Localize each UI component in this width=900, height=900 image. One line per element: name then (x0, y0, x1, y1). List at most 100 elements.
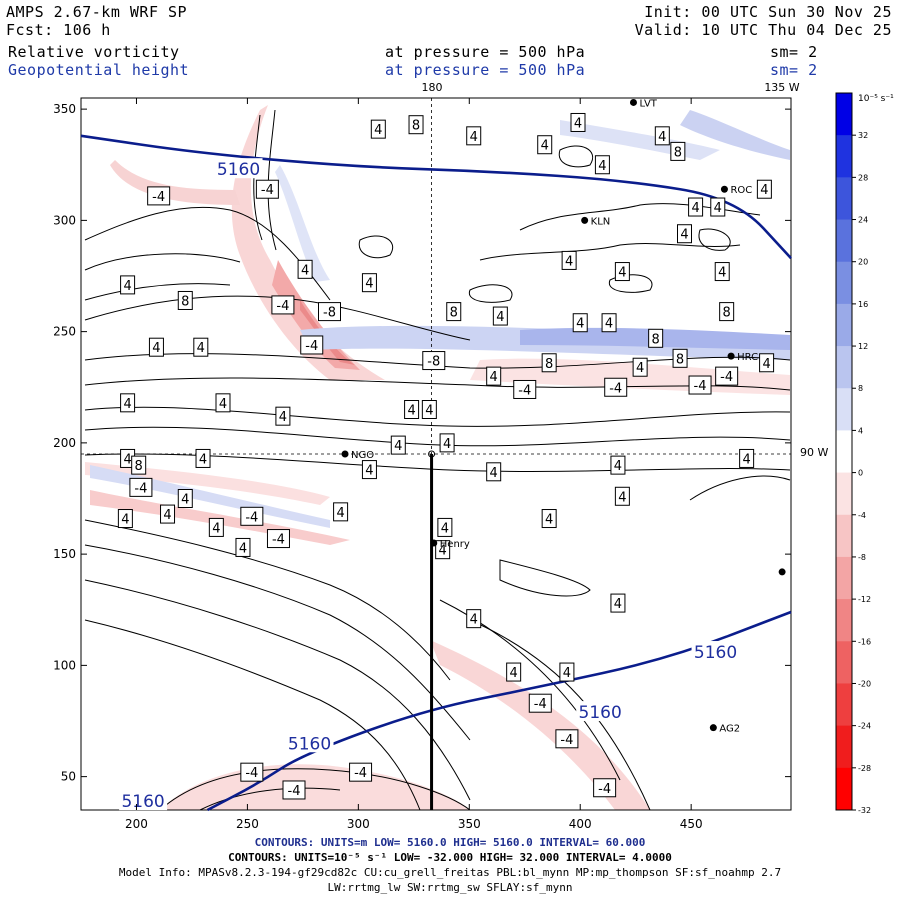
colorbar-swatch (836, 430, 852, 474)
vorticity-label: 4 (739, 448, 755, 468)
vorticity-label: 8 (672, 348, 688, 368)
vorticity-label-box (318, 302, 341, 322)
vorticity-label-box (333, 502, 349, 522)
vorticity-label-box (506, 662, 522, 682)
vorticity-label-box (349, 762, 373, 782)
vorticity-label-text: 4 (563, 666, 571, 681)
vorticity-label: 4 (195, 448, 211, 468)
vorticity-label-text: 4 (742, 452, 750, 467)
model-title: AMPS 2.67-km WRF SP (6, 3, 188, 21)
vorticity-label-text: -4 (534, 697, 547, 712)
height-label-bg (576, 701, 625, 722)
height-contour-line (80, 134, 792, 260)
vorticity-label-text: 4 (691, 201, 699, 216)
vorticity-label-text: -4 (609, 381, 622, 396)
vorticity-label: 4 (570, 112, 586, 132)
x-tick-label: 450 (680, 817, 703, 831)
vorticity-label: 4 (370, 119, 386, 139)
vorticity-label: 4 (390, 435, 406, 455)
vorticity-label: -4 (240, 506, 264, 526)
vorticity-label: -4 (300, 335, 324, 355)
vorticity-label: 4 (120, 275, 136, 295)
station-label: Henry (440, 539, 470, 550)
vorticity-label-box (486, 462, 502, 482)
vorticity-label: 8 (446, 302, 462, 322)
vorticity-label-box (215, 393, 231, 413)
field1-name: Relative vorticity (8, 43, 180, 61)
y-tick-label: 50 (61, 770, 76, 784)
vorticity-label-box (148, 337, 164, 357)
vorticity-label-box (120, 275, 136, 295)
colorbar-tick-label: 16 (858, 300, 868, 309)
vorticity-label-box (528, 693, 552, 713)
vorticity-label-text: 4 (490, 466, 498, 481)
station-marker (778, 568, 786, 576)
vorticity-label-text: 4 (439, 544, 447, 559)
vorticity-label: 4 (759, 353, 775, 373)
vorticity-label-box (129, 477, 153, 497)
vorticity-label-box (572, 313, 588, 333)
vorticity-label-text: 4 (760, 183, 768, 198)
cross-section-endpoint (428, 450, 436, 458)
vorticity-label-text: 4 (541, 139, 549, 154)
vorticity-label: 4 (610, 593, 626, 613)
vorticity-label: 4 (601, 313, 617, 333)
colorbar-tick-label: 0 (858, 469, 863, 478)
vorticity-label: 4 (361, 460, 377, 480)
vorticity-label-box (714, 262, 730, 282)
vorticity-label: 8 (670, 141, 686, 161)
vorticity-label-text: -4 (261, 183, 274, 198)
vorticity-label-text: 4 (510, 666, 518, 681)
vorticity-contour-info: CONTOURS: UNITS=10⁻⁵ s⁻¹ LOW= -32.000 HI… (228, 851, 672, 864)
vorticity-label: 4 (756, 179, 772, 199)
vorticity-label-box (610, 455, 626, 475)
vorticity-label-text: -4 (598, 782, 611, 797)
height-contour-labels: 5160 5160 5160 5160 5160 (119, 158, 740, 812)
height-contour-label: 5160 (121, 792, 164, 812)
vorticity-label-box (439, 433, 455, 453)
vorticity-label-text: 4 (618, 490, 626, 505)
vorticity-label-text: 8 (652, 332, 660, 347)
vorticity-label: 4 (541, 509, 557, 529)
vorticity-label-text: 4 (219, 397, 227, 412)
vorticity-label-text: -4 (276, 299, 289, 314)
vorticity-label-box (361, 460, 377, 480)
vorticity-label-box (604, 377, 628, 397)
x-tick-label: 250 (236, 817, 259, 831)
longitude-label-90w: 90 W (800, 446, 828, 459)
vorticity-label: -4 (555, 729, 579, 749)
vorticity-label: 8 (131, 455, 147, 475)
vorticity-label-text: 4 (618, 266, 626, 281)
colorbar-swatch (836, 261, 852, 305)
vorticity-label-text: 8 (674, 145, 682, 160)
vorticity-label-box (160, 504, 176, 524)
height-contour-label: 5160 (288, 734, 331, 754)
vorticity-label-box (759, 353, 775, 373)
colorbar-tick-label: -16 (858, 637, 871, 646)
colorbar-tick-label: -24 (858, 722, 871, 731)
vorticity-label: -8 (318, 302, 341, 322)
y-tick-label: 300 (53, 213, 76, 227)
station-markers: LVT ROC KLN HRC NGO Henry AG2 (341, 98, 786, 735)
colorbar-tick-label: -20 (858, 679, 871, 688)
vorticity-label: 4 (614, 262, 630, 282)
vorticity-label-box (297, 259, 313, 279)
vorticity-label-box (361, 273, 377, 293)
vorticity-label-text: 4 (123, 279, 131, 294)
axes: 200 250 300 350 400 450 50 100 150 200 250 300 350 (53, 98, 791, 831)
vorticity-label-text: -4 (354, 766, 367, 781)
vorticity-label-text: 8 (676, 352, 684, 367)
vorticity-label: 4 (297, 259, 313, 279)
vorticity-label-text: 4 (490, 370, 498, 385)
station-label: NGO (351, 450, 374, 461)
station-marker (720, 185, 728, 193)
colorbar-tick-label: -32 (858, 806, 871, 815)
vorticity-label-text: -4 (288, 784, 301, 799)
vorticity-label-text: 4 (658, 130, 666, 145)
vorticity-label-text: -4 (518, 383, 531, 398)
vorticity-label: -4 (349, 762, 373, 782)
vorticity-label-box (593, 778, 617, 798)
vorticity-label: 4 (466, 609, 482, 629)
vorticity-label-text: -4 (245, 766, 258, 781)
vorticity-label-box (404, 400, 420, 419)
